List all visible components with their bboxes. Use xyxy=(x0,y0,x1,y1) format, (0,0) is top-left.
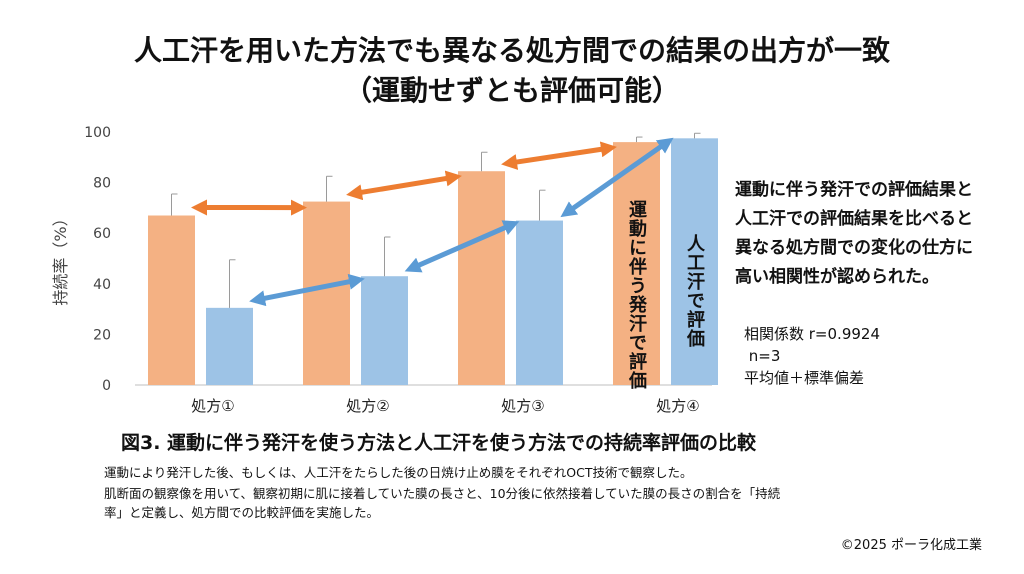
y-tick-label: 20 xyxy=(93,327,111,343)
trend-arrow xyxy=(501,141,617,170)
bar xyxy=(303,201,350,385)
description-line: 運動により発汗した後、もしくは、人工汗をたらした後の日焼け止め膜をそれぞれOCT… xyxy=(104,465,693,480)
y-axis-label: 持続率（%） xyxy=(51,210,70,305)
trend-arrow xyxy=(346,170,462,201)
stat-method: 平均値＋標準偏差 xyxy=(744,369,865,387)
bar xyxy=(361,276,408,385)
note-line: 異なる処方間での変化の仕方に xyxy=(735,238,973,258)
bar xyxy=(206,307,253,385)
page-title: 人工汗を用いた方法でも異なる処方間での結果の出方が一致 xyxy=(133,34,890,67)
y-tick-label: 0 xyxy=(102,378,111,394)
description-line: 率」と定義し、処方間での比較評価を実施した。 xyxy=(104,505,380,520)
trend-arrow xyxy=(249,273,365,307)
bar xyxy=(148,215,195,385)
copyright: ©2025 ポーラ化成工業 xyxy=(840,538,982,553)
series-label: 人工汗で評価 xyxy=(684,234,706,348)
result-note: 運動に伴う発汗での評価結果と 人工汗での評価結果を比べると 異なる処方間での変化… xyxy=(735,176,1015,292)
figure-caption: 図3. 運動に伴う発汗を使う方法と人工汗を使う方法での持続率評価の比較 xyxy=(121,432,757,454)
note-line: 高い相関性が認められた。 xyxy=(735,267,939,287)
x-tick-label: 処方② xyxy=(346,397,389,415)
note-line: 運動に伴う発汗での評価結果と xyxy=(735,180,973,200)
note-line: 人工汗での評価結果を比べると xyxy=(735,209,973,229)
correlation-coefficient: 相関係数 r=0.9924 xyxy=(744,325,880,343)
y-tick-label: 60 xyxy=(93,226,111,242)
series-label: 運動に伴う発汗で評価 xyxy=(626,200,648,390)
page-subtitle: （運動せずとも評価可能） xyxy=(343,74,680,107)
description-line: 肌断面の観察像を用いて、観察初期に肌に接着していた膜の長さと、10分後に依然接着… xyxy=(104,486,781,501)
sample-size: n=3 xyxy=(744,347,781,365)
trend-arrow xyxy=(560,137,674,218)
x-tick-label: 処方④ xyxy=(656,397,699,415)
x-tick-label: 処方③ xyxy=(501,397,544,415)
y-tick-label: 100 xyxy=(84,125,111,141)
bar xyxy=(516,220,563,385)
trend-arrow xyxy=(404,220,520,273)
y-tick-label: 80 xyxy=(93,176,111,192)
x-tick-label: 処方① xyxy=(191,397,234,415)
y-tick-label: 40 xyxy=(93,277,111,293)
bar xyxy=(671,138,718,385)
bar xyxy=(458,171,505,385)
